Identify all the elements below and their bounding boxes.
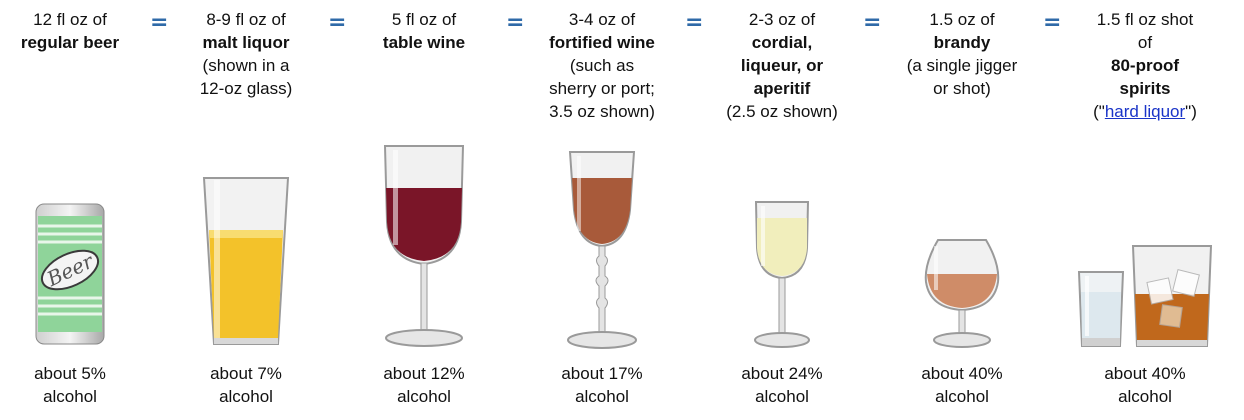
drink-type: malt liquor [202,33,290,52]
alcohol-percent: about 17% [561,364,643,383]
drink-alcohol-content: about 40% alcohol [889,362,1035,408]
alcohol-label: alcohol [575,387,629,406]
equals-sign: = [685,10,704,35]
drink-type: aperitif [753,79,811,98]
drink-note: (such as [569,56,635,75]
equals-sign: = [506,10,525,35]
drink-amount: 12 fl oz of [33,10,107,29]
pint-glass-image [176,172,316,350]
drink-80-proof-spirits: 1.5 fl oz shot of 80-proof spirits ("har… [1070,0,1220,420]
alcohol-percent: about 12% [383,364,465,383]
drink-type: regular beer [20,33,120,52]
cordial-glass-image [712,198,852,352]
drink-alcohol-content: about 17% alcohol [532,362,672,408]
drink-type: table wine [382,33,466,52]
beer-can-icon: Beer [35,203,105,345]
drink-amount: 3-4 oz of [568,10,636,29]
alcohol-percent: about 40% [1104,364,1186,383]
equals-sign: = [1043,10,1062,35]
equals-sign: = [150,10,169,35]
alcohol-percent: about 40% [921,364,1003,383]
beer-can-image: Beer [0,198,140,348]
wine-glass-image [354,142,494,352]
port-glass-icon [567,151,637,349]
drink-heading: 12 fl oz of regular beer [0,8,140,54]
alcohol-label: alcohol [397,387,451,406]
equals-sign: = [328,10,347,35]
drink-type: liqueur, or [740,56,824,75]
wine-glass-icon [383,145,465,347]
shot-and-rocks-glass-icon [1077,245,1213,347]
drink-note: ("hard liquor") [1070,100,1220,123]
port-glass-image [532,148,672,352]
drink-note: 12-oz glass) [199,79,293,98]
drink-note: (2.5 oz shown) [726,102,838,121]
note-prefix: (" [1093,102,1105,121]
drink-amount: 1.5 oz of [929,10,995,29]
drink-alcohol-content: about 5% alcohol [0,362,140,408]
drink-heading: 2-3 oz of cordial, liqueur, or aperitif … [712,8,852,123]
drink-note: (a single jigger [906,56,1018,75]
alcohol-percent: about 5% [34,364,106,383]
drink-malt-liquor: 8-9 fl oz of malt liquor (shown in a 12-… [176,0,316,420]
drink-type: 80-proof [1111,56,1179,75]
drink-amount: 8-9 fl oz of [206,10,286,29]
drink-note: 3.5 oz shown) [549,102,655,121]
drink-heading: 8-9 fl oz of malt liquor (shown in a 12-… [176,8,316,100]
brandy-snifter-icon [924,239,1000,348]
shot-and-rocks-image [1070,242,1220,350]
drink-heading: 1.5 oz of brandy (a single jigger or sho… [889,8,1035,100]
drink-type: spirits [1119,79,1171,98]
brandy-snifter-image [889,236,1035,350]
alcohol-percent: about 7% [210,364,282,383]
alcohol-label: alcohol [1118,387,1172,406]
cordial-glass-icon [754,201,810,348]
drink-note: or shot) [933,79,991,98]
note-suffix: ") [1185,102,1197,121]
drink-alcohol-content: about 24% alcohol [712,362,852,408]
drink-type: fortified wine [549,33,655,52]
drink-heading: 5 fl oz of table wine [354,8,494,54]
alcohol-percent: about 24% [741,364,823,383]
pint-glass-icon [202,177,290,345]
alcohol-label: alcohol [43,387,97,406]
equals-sign: = [863,10,882,35]
drink-amount: of [1137,33,1153,52]
drink-regular-beer: 12 fl oz of regular beer [0,0,140,420]
drink-type: brandy [933,33,991,52]
drink-brandy: 1.5 oz of brandy (a single jigger or sho… [889,0,1035,420]
drink-alcohol-content: about 40% alcohol [1070,362,1220,408]
drink-cordial: 2-3 oz of cordial, liqueur, or aperitif … [712,0,852,420]
drink-amount: 2-3 oz of [748,10,816,29]
drink-heading: 1.5 fl oz shot of 80-proof spirits ("har… [1070,8,1220,123]
drink-alcohol-content: about 12% alcohol [354,362,494,408]
drink-table-wine: 5 fl oz of table wine about 12% alcohol [354,0,494,420]
alcohol-label: alcohol [219,387,273,406]
drink-type: cordial, [751,33,813,52]
drink-alcohol-content: about 7% alcohol [176,362,316,408]
hard-liquor-link[interactable]: hard liquor [1104,102,1186,121]
drink-amount: 1.5 fl oz shot [1096,10,1194,29]
drink-note: (shown in a [202,56,290,75]
drink-note: sherry or port; [549,79,655,98]
alcohol-label: alcohol [755,387,809,406]
alcohol-label: alcohol [935,387,989,406]
drink-amount: 5 fl oz of [391,10,457,29]
drink-heading: 3-4 oz of fortified wine (such as sherry… [532,8,672,123]
drink-fortified-wine: 3-4 oz of fortified wine (such as sherry… [532,0,672,420]
